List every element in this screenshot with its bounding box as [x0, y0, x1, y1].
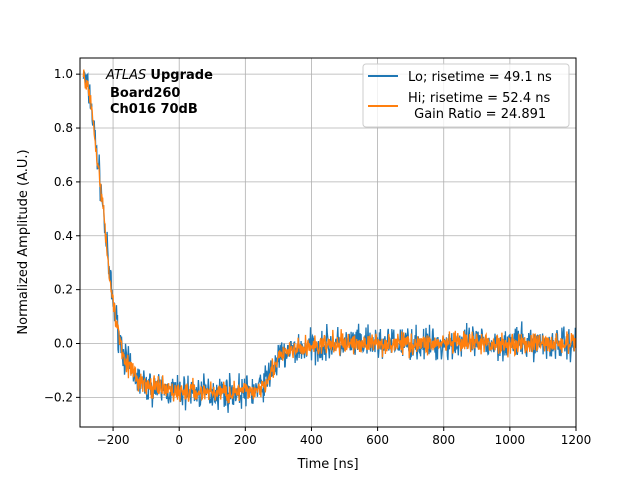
x-tick-label: 600 — [366, 433, 389, 447]
y-tick-label: 1.0 — [54, 67, 73, 81]
y-tick-label: 0.0 — [54, 337, 73, 351]
x-tick-label: 0 — [175, 433, 183, 447]
atlas-label: ATLAS — [105, 68, 146, 83]
x-tick-label: 200 — [234, 433, 257, 447]
svg-text:ATLAS Upgrade: ATLAS Upgrade — [105, 68, 213, 83]
legend: Lo; risetime = 49.1 ns Hi; risetime = 52… — [362, 63, 570, 128]
y-tick-label: 0.8 — [54, 121, 73, 135]
legend-label-gain: Gain Ratio = 24.891 — [410, 107, 546, 122]
y-tick-label: 0.6 — [54, 175, 73, 189]
plot-frame — [79, 57, 577, 428]
atlas-annotation: ATLAS Upgrade Board260 Ch016 70dB — [105, 68, 213, 117]
y-tick-label: −0.2 — [44, 390, 73, 404]
x-tick-label: −200 — [97, 433, 130, 447]
x-tick-label: 1000 — [495, 433, 526, 447]
x-tick-label: 1200 — [561, 433, 592, 447]
x-axis-label: Time [ns] — [296, 457, 358, 472]
board-label: Board260 — [110, 86, 180, 101]
legend-label-hi: Hi; risetime = 52.4 ns — [408, 91, 550, 106]
y-tick-label: 0.4 — [54, 229, 73, 243]
y-axis-label: Normalized Amplitude (A.U.) — [16, 149, 31, 334]
channel-label: Ch016 70dB — [110, 102, 198, 117]
upgrade-label: Upgrade — [150, 68, 213, 83]
axis-ticks: −200 0 200 400 600 800 1000 1200 −0.2 0.0 0.2 0.4 0.… — [44, 67, 591, 447]
legend-label-lo: Lo; risetime = 49.1 ns — [408, 70, 552, 85]
x-tick-label: 400 — [300, 433, 323, 447]
series-line-hi — [82, 69, 577, 404]
y-tick-label: 0.2 — [54, 283, 73, 297]
x-tick-label: 800 — [432, 433, 455, 447]
plot-lines — [82, 69, 577, 413]
